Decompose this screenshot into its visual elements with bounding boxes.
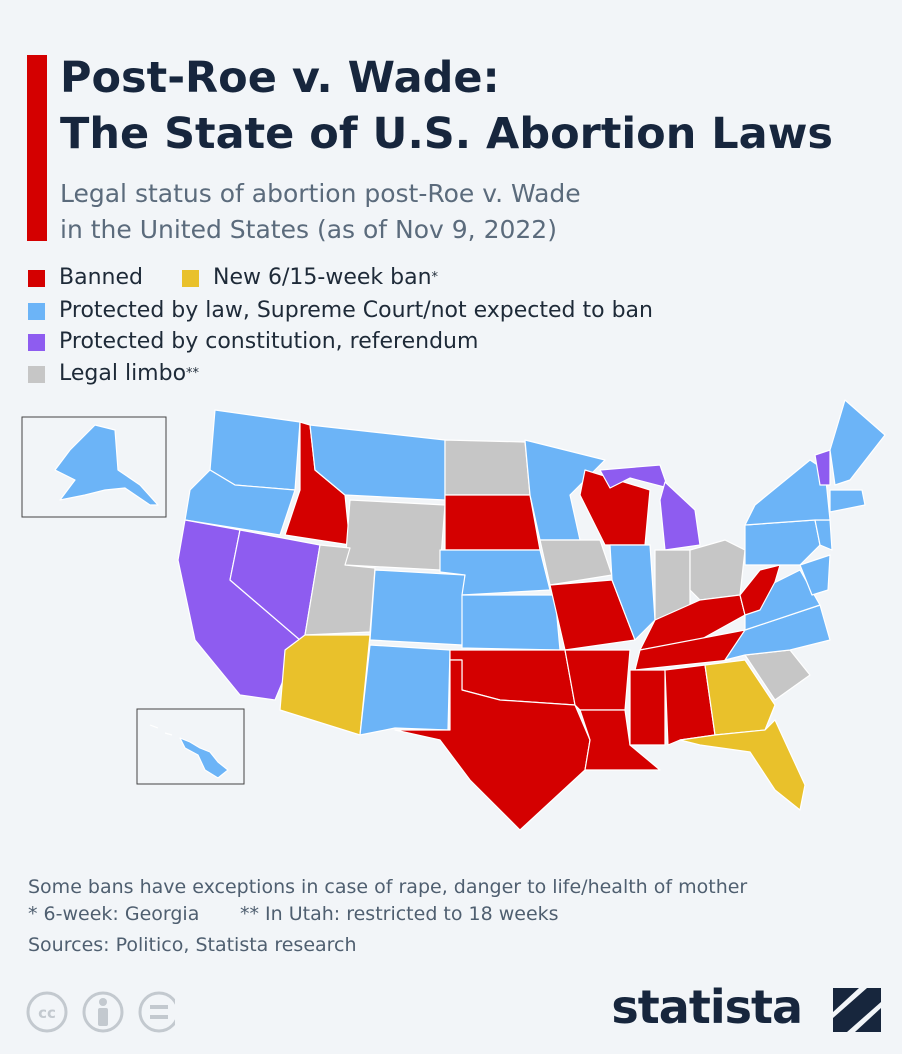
state [814, 449, 831, 486]
state [799, 554, 831, 596]
state [54, 424, 159, 506]
footnote: ** In Utah: restricted to 18 weeks [240, 903, 559, 925]
state [739, 564, 781, 616]
state [539, 539, 613, 586]
legend-item: New 6/15-week ban * [182, 264, 438, 292]
legend-swatch [28, 365, 45, 383]
legend-swatch [28, 302, 45, 320]
state [704, 659, 776, 736]
state [444, 494, 541, 551]
state [829, 399, 886, 486]
footnote: Some bans have exceptions in case of rap… [28, 876, 748, 898]
state [629, 669, 666, 746]
legend-note: * [431, 270, 439, 285]
legend-item: Banned [28, 264, 143, 292]
state [369, 569, 466, 646]
inset-frame [21, 416, 167, 518]
footnote: * 6-week: Georgia [28, 903, 200, 925]
source: Sources: Politico, Statista research [28, 934, 357, 956]
legend-swatch [182, 269, 199, 287]
state [461, 594, 561, 651]
legend-item: Protected by law, Supreme Court/not expe… [28, 297, 653, 325]
state [279, 634, 371, 736]
legend-item: Protected by constitution, referendum [28, 328, 478, 356]
title: Post-Roe v. Wade: [60, 53, 500, 103]
state [359, 644, 451, 736]
brand-mark [833, 988, 881, 1032]
state [744, 519, 821, 566]
brand-logo: statista [611, 980, 803, 1034]
license-icons: cc [26, 991, 175, 1033]
state [309, 424, 446, 501]
state [689, 539, 746, 601]
state [679, 719, 806, 811]
subtitle: in the United States (as of Nov 9, 2022) [60, 215, 557, 244]
title: The State of U.S. Abortion Laws [60, 109, 834, 159]
inset-frame [136, 708, 245, 785]
state [444, 439, 531, 496]
legend-label: Banned [59, 265, 143, 290]
legend-label: Legal limbo [59, 361, 187, 386]
state [184, 469, 296, 536]
state [829, 489, 866, 513]
svg-text:cc: cc [38, 1004, 56, 1022]
legend-label: New 6/15-week ban [213, 265, 432, 290]
legend-label: Protected by law, Supreme Court/not expe… [59, 298, 653, 323]
state [149, 724, 229, 779]
legend-swatch [28, 333, 45, 351]
state [634, 629, 746, 671]
legend-label: Protected by constitution, referendum [59, 329, 479, 354]
legend-swatch [28, 269, 45, 287]
accent-bar [27, 55, 47, 241]
state [609, 544, 656, 641]
state [564, 649, 631, 711]
state [659, 481, 701, 551]
state [579, 709, 661, 771]
state [744, 459, 831, 526]
map [21, 399, 886, 831]
state [599, 464, 669, 489]
state [524, 439, 606, 541]
legend-item: Legal limbo ** [28, 360, 199, 388]
legend-note: ** [186, 366, 200, 381]
state [344, 499, 446, 571]
subtitle: Legal status of abortion post-Roe v. Wad… [60, 179, 581, 208]
